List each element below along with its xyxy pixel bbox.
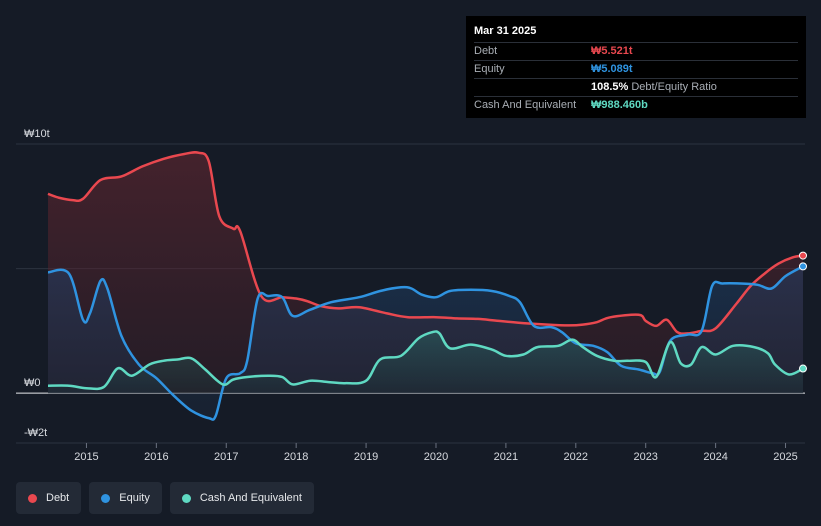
chart-legend: Debt Equity Cash And Equivalent <box>16 482 314 514</box>
x-tick-label: 2019 <box>354 451 378 463</box>
legend-item-equity[interactable]: Equity <box>89 482 162 514</box>
legend-dot-cash <box>181 493 191 503</box>
tooltip-debt-label: Debt <box>474 45 498 57</box>
legend-item-cash[interactable]: Cash And Equivalent <box>169 482 314 514</box>
y-tick-label: ₩0 <box>24 377 41 389</box>
tooltip-row-debt: Debt ₩5.521t <box>474 42 798 60</box>
tooltip-ratio-value: 108.5% <box>591 81 629 93</box>
tooltip-ratio-label <box>474 79 591 96</box>
tooltip-row-cash: Cash And Equivalent ₩988.460b <box>474 96 798 114</box>
x-axis-labels: 2015 2016 2017 2018 2019 2020 2021 2022 2023 2024… <box>74 443 798 463</box>
line-debt <box>47 150 804 335</box>
tooltip-date: Mar 31 2025 <box>474 25 537 37</box>
y-tick-label: -₩2t <box>24 427 47 439</box>
tooltip-ratio-caption: Debt/Equity Ratio <box>631 81 717 93</box>
tooltip-debt-value: ₩5.521t <box>591 45 633 57</box>
y-axis-labels: ₩10t ₩0 -₩2t <box>24 128 50 439</box>
x-tick-label: 2021 <box>494 451 518 463</box>
y-tick-label: ₩10t <box>24 128 50 140</box>
tooltip-equity-label: Equity <box>474 63 505 75</box>
x-tick-label: 2023 <box>633 451 657 463</box>
tooltip-cash-value: ₩988.460b <box>591 99 648 111</box>
legend-label-debt: Debt <box>46 492 70 504</box>
chart-series-areas <box>48 152 803 420</box>
x-tick-label: 2016 <box>144 451 168 463</box>
x-tick-label: 2022 <box>564 451 588 463</box>
chart-end-markers <box>799 251 807 373</box>
legend-item-debt[interactable]: Debt <box>16 482 82 514</box>
tooltip-cash-label: Cash And Equivalent <box>474 99 577 111</box>
end-marker-debt <box>799 251 807 260</box>
x-tick-label: 2024 <box>703 451 727 463</box>
x-tick-label: 2020 <box>424 451 448 463</box>
line-cash-and-equivalent <box>47 330 804 391</box>
data-tooltip: Mar 31 2025 Debt ₩5.521t Equity ₩5.089t … <box>466 16 806 118</box>
end-marker-equity <box>799 262 807 271</box>
area-cash-and-equivalent <box>48 331 803 394</box>
x-tick-label: 2025 <box>773 451 797 463</box>
tooltip-row-ratio: 108.5% Debt/Equity Ratio <box>474 78 798 96</box>
tooltip-row-equity: Equity ₩5.089t <box>474 60 798 78</box>
x-tick-label: 2015 <box>74 451 98 463</box>
end-marker-cash-and-equivalent <box>799 364 807 373</box>
x-tick-label: 2018 <box>284 451 308 463</box>
tooltip-equity-value: ₩5.089t <box>591 63 633 75</box>
legend-label-equity: Equity <box>119 492 150 504</box>
legend-dot-debt <box>28 493 37 503</box>
area-debt <box>48 152 803 394</box>
legend-dot-equity <box>101 493 111 503</box>
x-tick-label: 2017 <box>214 451 238 463</box>
chart-series-lines <box>47 150 804 421</box>
line-equity <box>47 265 804 421</box>
legend-label-cash: Cash And Equivalent <box>199 492 302 504</box>
